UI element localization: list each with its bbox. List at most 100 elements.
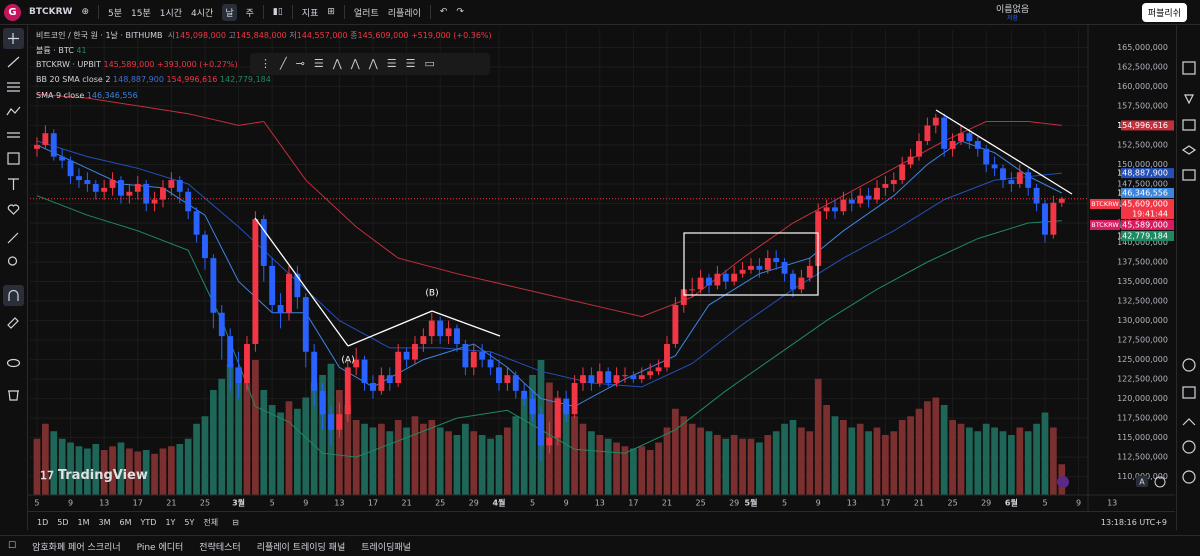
- panel-tab[interactable]: 트레이딩패널: [361, 542, 411, 553]
- scale-mode[interactable]: A: [1139, 478, 1145, 487]
- panel-tab[interactable]: Pine 에디터: [136, 542, 184, 553]
- candle-body: [790, 273, 796, 290]
- tool-measure[interactable]: [7, 232, 19, 244]
- volume-bar: [504, 427, 511, 495]
- range-button[interactable]: 5D: [57, 517, 69, 527]
- add-symbol[interactable]: ⊕: [81, 7, 89, 17]
- tool-trendline[interactable]: [7, 56, 20, 68]
- x-tick-label: 9: [816, 499, 821, 508]
- volume-bar: [571, 416, 578, 495]
- templates-button[interactable]: ⊞: [327, 7, 335, 17]
- panel-tab[interactable]: 전략테스터: [199, 542, 241, 553]
- alert-button[interactable]: 얼러트: [353, 8, 379, 19]
- ohlc-key: 저: [289, 31, 297, 40]
- redo[interactable]: ↷: [456, 7, 464, 17]
- candle-body: [706, 277, 712, 286]
- candle-body: [151, 199, 158, 204]
- tool-shapes[interactable]: [7, 152, 20, 165]
- interval[interactable]: 15분: [131, 8, 151, 19]
- candle-body: [865, 195, 872, 200]
- tool-delete[interactable]: [8, 390, 19, 401]
- symbol[interactable]: BTCKRW: [29, 7, 73, 17]
- range-button[interactable]: 1D: [37, 517, 49, 527]
- calendar-button[interactable]: [1182, 386, 1196, 399]
- candle-body: [168, 180, 175, 188]
- tool-magnet[interactable]: [8, 289, 19, 302]
- notifications-button[interactable]: [1182, 470, 1196, 484]
- volume-bar: [193, 423, 200, 495]
- undo[interactable]: ↶: [439, 7, 448, 17]
- range-button[interactable]: 6M: [119, 517, 132, 527]
- range-button[interactable]: YTD: [140, 517, 157, 527]
- volume-bar: [210, 390, 217, 495]
- tool-zoom[interactable]: [7, 256, 18, 266]
- replay-button[interactable]: 리플레이: [387, 8, 421, 19]
- panel-toggle[interactable]: ☐: [8, 541, 17, 551]
- tool-magnet-bg[interactable]: [3, 285, 24, 306]
- scale-mode-button[interactable]: [1136, 476, 1148, 487]
- separator: [343, 5, 345, 19]
- volume-bar: [1016, 427, 1024, 495]
- logo-text[interactable]: TradingView: [57, 468, 148, 483]
- candle-body: [336, 414, 343, 430]
- x-tick-label: 9: [564, 499, 569, 508]
- trading-button[interactable]: [1182, 418, 1196, 426]
- date-range-button[interactable]: ⊟: [232, 517, 239, 527]
- panel-tab[interactable]: 암호화폐 페어 스크리너: [32, 542, 121, 553]
- legend-sma: SMA 9 close 146,346,556: [36, 91, 138, 100]
- watchlist-button[interactable]: [1182, 61, 1196, 75]
- candle-body: [773, 258, 780, 263]
- data-window-button[interactable]: [1182, 119, 1196, 131]
- tool-text[interactable]: [8, 178, 19, 190]
- layout-name[interactable]: 이름없음: [996, 5, 1030, 15]
- tool-lock[interactable]: [7, 317, 19, 329]
- interval[interactable]: 주: [245, 8, 254, 19]
- range-button[interactable]: 1Y: [165, 517, 176, 527]
- volume-bar: [529, 375, 536, 495]
- x-tick-label: 13: [99, 499, 109, 508]
- candle-body: [966, 133, 973, 142]
- x-tick-label: 17: [133, 499, 143, 508]
- candle-body: [176, 180, 183, 192]
- drawing-toolbar[interactable]: ⋮╱⊸☰⋀⋀⋀☰☰▭: [250, 53, 490, 75]
- candle-body: [739, 269, 746, 274]
- tool-visibility[interactable]: [6, 358, 21, 368]
- volume-bar: [235, 367, 242, 495]
- tool-patterns[interactable]: [6, 106, 21, 116]
- candle-body: [193, 211, 200, 235]
- y-tick-label: 157,500,000: [1117, 101, 1168, 110]
- tool-fib[interactable]: [7, 82, 20, 92]
- tool-favorite[interactable]: [7, 204, 20, 215]
- alerts-button[interactable]: [1184, 94, 1194, 105]
- volume-bar: [940, 405, 948, 495]
- event-icon[interactable]: [1057, 476, 1069, 488]
- candle-body: [538, 414, 544, 446]
- indicators-button[interactable]: 지표: [301, 8, 319, 19]
- range-button[interactable]: 5Y: [184, 517, 195, 527]
- layers-button[interactable]: [1181, 145, 1197, 155]
- interval[interactable]: 날: [222, 3, 237, 21]
- interval[interactable]: 1시간: [159, 8, 183, 19]
- interval[interactable]: 4시간: [191, 8, 214, 19]
- volume-bar: [268, 405, 276, 495]
- help-button[interactable]: [1182, 440, 1196, 454]
- chart-type[interactable]: ▮▯: [272, 7, 283, 17]
- interval[interactable]: 5분: [107, 8, 122, 19]
- panel-tab[interactable]: 리플레이 트레이딩 패널: [256, 542, 346, 553]
- tool-crosshair[interactable]: [8, 33, 19, 44]
- range-button[interactable]: 전체: [203, 517, 219, 527]
- range-button[interactable]: 1M: [77, 517, 90, 527]
- tool-projection[interactable]: [7, 132, 20, 138]
- volume-bar: [554, 397, 562, 495]
- ideas-button[interactable]: [1182, 358, 1196, 372]
- price-tag-name-box: [1090, 219, 1120, 230]
- range-button[interactable]: 3M: [98, 517, 111, 527]
- avatar[interactable]: G: [4, 3, 21, 21]
- settings-button[interactable]: [1154, 476, 1166, 488]
- chat-button[interactable]: [1182, 169, 1196, 181]
- candle-body: [462, 343, 469, 368]
- clock[interactable]: 13:18:16 UTC+9: [1100, 517, 1167, 527]
- publish-button[interactable]: 퍼블리쉬: [1141, 3, 1187, 22]
- logo[interactable]: 𝟣𝟩 TradingView: [40, 468, 148, 483]
- rectangle-drawing: [683, 232, 819, 296]
